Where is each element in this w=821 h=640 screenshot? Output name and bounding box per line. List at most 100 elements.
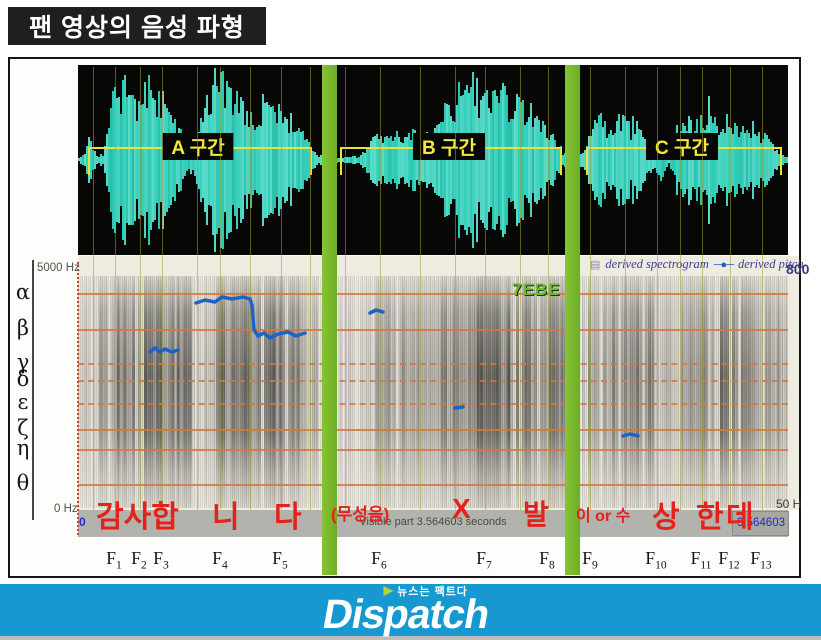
spectrogram-column (456, 276, 459, 508)
spectrogram-column (255, 276, 258, 508)
waveform-bar (766, 134, 768, 186)
spectrogram-column (87, 276, 90, 508)
waveform-bar (756, 135, 758, 185)
waveform-bar (762, 138, 764, 182)
formant-vline (162, 67, 163, 536)
waveform-bar (300, 131, 302, 189)
spectrogram-column (318, 276, 321, 508)
spectrogram-column (480, 276, 483, 508)
formant-label: F13 (750, 548, 772, 572)
waveform-bar (284, 117, 286, 203)
spectrogram-column (222, 276, 225, 508)
waveform-bar (682, 122, 684, 198)
spectrogram-column (450, 276, 453, 508)
waveform-bar (522, 100, 524, 220)
spectrogram-column (210, 276, 213, 508)
formant-subscript: 8 (548, 559, 555, 572)
spectrogram-column (501, 276, 504, 508)
spectrogram-column (192, 276, 195, 508)
spectrogram-column (780, 276, 783, 508)
waveform-bar (538, 120, 540, 200)
spectrogram-column (408, 276, 411, 508)
spectrogram-column (198, 276, 201, 508)
waveform-bar (306, 138, 308, 182)
waveform-bar (236, 91, 238, 229)
waveform-bar (370, 140, 372, 180)
spectrogram-column (99, 276, 102, 508)
waveform-bar (688, 115, 690, 205)
waveform-bar (728, 127, 730, 193)
spectrogram-column (666, 276, 669, 508)
waveform-bar (384, 137, 386, 183)
waveform-bar (78, 158, 80, 162)
waveform-bar (754, 133, 756, 187)
spectrogram-column (261, 276, 264, 508)
spectrogram-column (264, 276, 267, 508)
waveform-bar (100, 153, 102, 167)
spectrogram-column (216, 276, 219, 508)
waveform-bar (152, 97, 154, 223)
waveform-bar (266, 102, 268, 218)
spectrogram-column (711, 276, 714, 508)
waveform-bar (490, 112, 492, 208)
waveform-bar (220, 72, 222, 248)
waveform-bar (540, 131, 542, 189)
spectrogram-column (312, 276, 315, 508)
waveform-bar (508, 121, 510, 199)
spectrogram-column (696, 276, 699, 508)
formant-vline (115, 67, 116, 536)
waveform-bar (634, 133, 636, 187)
formant-label: F4 (212, 548, 228, 572)
spectrogram-column (234, 276, 237, 508)
spectrogram-column (516, 276, 519, 508)
spectrogram-column (153, 276, 156, 508)
waveform-bar (554, 139, 556, 181)
waveform-bar (294, 132, 296, 188)
waveform-bar (520, 102, 522, 218)
spectrogram-column (111, 276, 114, 508)
spectrogram-column (285, 276, 288, 508)
waveform-bar (442, 122, 444, 199)
spectrogram-column (381, 276, 384, 508)
annotation-text: 감사합 (96, 501, 179, 534)
waveform-bar (386, 136, 388, 184)
waveform-bar (784, 156, 786, 163)
footer-bottom-strip (0, 636, 821, 640)
time-scrollbar[interactable] (78, 510, 788, 537)
waveform-bar (660, 138, 662, 182)
spectrogram-column (369, 276, 372, 508)
formant-subscript: 6 (380, 559, 387, 572)
waveform-bar (724, 132, 726, 188)
formant-label: F11 (690, 548, 712, 572)
waveform-bar (254, 130, 256, 190)
waveform-bar (238, 112, 240, 208)
waveform-bar (680, 131, 682, 190)
waveform-bar (426, 132, 428, 188)
waveform-bar (740, 132, 742, 188)
spectrogram-column (618, 276, 621, 508)
spectrogram-column (672, 276, 675, 508)
spectrogram-column (612, 276, 615, 508)
waveform-bar (202, 122, 204, 199)
spectrogram-column (345, 276, 348, 508)
greek-letter: ζ (17, 416, 29, 440)
spectrogram-column (708, 276, 711, 508)
spectrogram-column (303, 276, 306, 508)
waveform-bar (212, 85, 214, 235)
spectrogram-column (582, 276, 585, 508)
spectrogram-column (459, 276, 462, 508)
waveform-bar (502, 83, 504, 237)
waveform-bar (412, 129, 414, 191)
spectrogram-column (768, 276, 771, 508)
spectrogram-column (663, 276, 666, 508)
waveform-bar (302, 130, 304, 190)
formant-vline (762, 67, 763, 536)
spectrogram-column (537, 276, 540, 508)
waveform-bar (548, 139, 550, 181)
waveform-bar (404, 136, 406, 184)
waveform-bar (134, 99, 136, 221)
formant-subscript: 3 (162, 559, 169, 572)
waveform-bar (380, 136, 382, 184)
waveform-bar (534, 117, 536, 203)
spectrogram-column (201, 276, 204, 508)
